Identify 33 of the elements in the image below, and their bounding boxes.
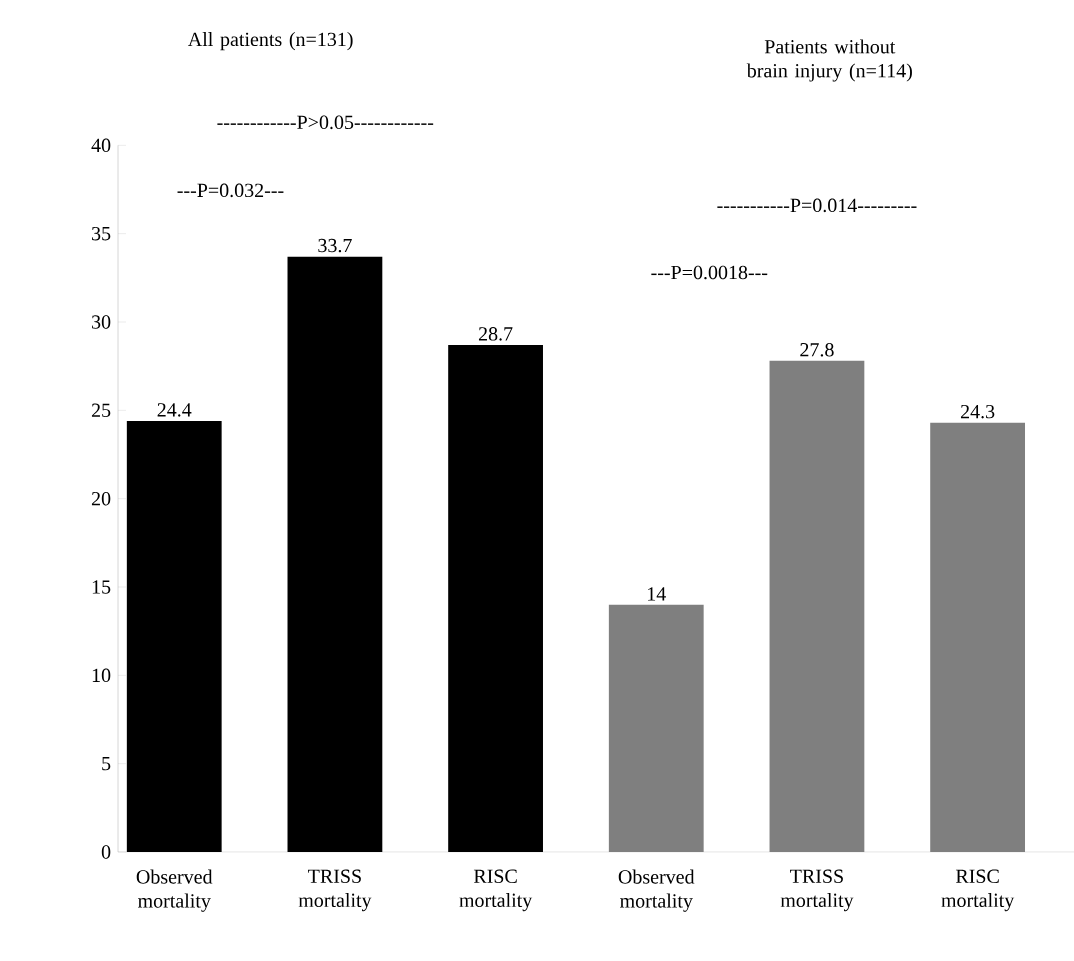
bar xyxy=(608,604,704,852)
x-tick-label: TRISS mortality xyxy=(298,869,372,912)
y-tick-label: 0 xyxy=(101,845,111,859)
y-tick-label: 25 xyxy=(91,403,111,418)
annotation: -----------P=0.014--------- xyxy=(717,198,917,213)
y-tick-label: 20 xyxy=(91,491,111,506)
x-tick-label: RISC mortality xyxy=(941,869,1015,912)
bar xyxy=(930,422,1026,852)
y-tick-label: 10 xyxy=(92,668,111,683)
bar xyxy=(287,256,383,852)
x-tick-label: TRISS mortality xyxy=(780,869,854,912)
y-tick-label: 40 xyxy=(91,138,111,153)
y-tick-label: 15 xyxy=(92,580,111,594)
bar xyxy=(769,360,865,852)
annotation: ---P=0.032--- xyxy=(177,183,284,198)
data-label: 24.3 xyxy=(960,404,995,419)
text: ------------P>0.05------------ xyxy=(217,115,434,130)
bar xyxy=(126,420,222,852)
y-tick-label: 30 xyxy=(92,315,111,329)
x-tick-label: Observed mortality xyxy=(618,869,695,912)
bar xyxy=(448,344,543,852)
text: Patients without brain injury (n=114) xyxy=(746,39,912,82)
data-label: 28.7 xyxy=(478,327,513,341)
data-label: 27.8 xyxy=(800,343,834,357)
y-tick-label: 35 xyxy=(92,226,111,241)
x-tick-label: RISC mortality xyxy=(459,869,533,912)
x-tick-label: Observed mortality xyxy=(136,869,213,912)
annotation: ---P=0.0018--- xyxy=(651,265,768,280)
data-label: 14 xyxy=(648,587,666,601)
data-label: 24.4 xyxy=(157,403,192,417)
text: All patients (n=131) xyxy=(187,32,353,51)
data-label: 33.7 xyxy=(318,238,352,253)
y-tick-label: 5 xyxy=(102,757,111,771)
